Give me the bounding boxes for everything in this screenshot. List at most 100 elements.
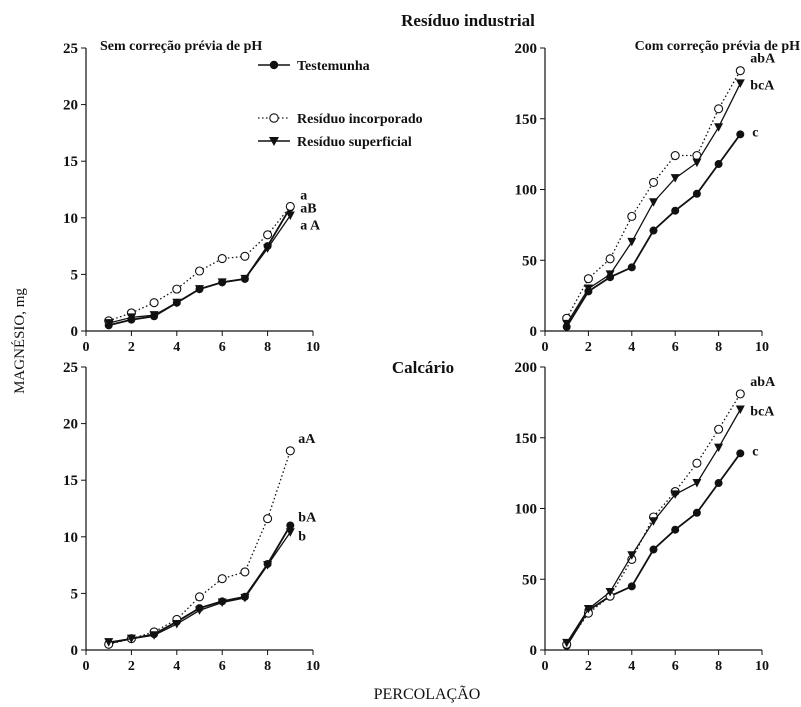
point-residuo-superficial xyxy=(562,638,572,648)
end-label-residuo-superficial: bcA xyxy=(750,78,775,93)
x-tick-label: 0 xyxy=(542,340,549,355)
point-residuo-superficial xyxy=(285,211,295,221)
point-residuo-incorporado xyxy=(670,150,680,161)
point-residuo-superficial xyxy=(126,313,136,322)
series-line-residuo-incorporado xyxy=(108,206,291,322)
y-tick-label: 150 xyxy=(515,112,538,128)
legend-item-residuo-incorporado: Resíduo incorporado xyxy=(258,112,423,127)
point-residuo-incorporado xyxy=(240,251,250,261)
point-residuo-superficial xyxy=(627,237,637,247)
point-residuo-superficial xyxy=(583,284,593,294)
point-residuo-superficial xyxy=(149,311,159,320)
point-residuo-superficial xyxy=(195,285,204,294)
end-label-testemunha: c xyxy=(752,444,758,459)
point-residuo-superficial xyxy=(263,244,273,253)
row-title-calcario: Calcário xyxy=(392,358,454,377)
end-label-residuo-incorporado: abA xyxy=(750,52,776,67)
point-residuo-incorporado xyxy=(735,66,745,76)
y-tick-label: 0 xyxy=(71,324,79,340)
x-tick-label: 4 xyxy=(173,340,180,355)
point-residuo-superficial xyxy=(670,174,680,183)
point-residuo-incorporado xyxy=(194,592,205,602)
point-testemunha xyxy=(627,582,636,591)
point-residuo-incorporado xyxy=(692,458,702,468)
y-tick-label: 50 xyxy=(522,572,537,588)
end-label-testemunha: a xyxy=(300,189,307,204)
x-axis-title: PERCOLAÇÃO xyxy=(374,685,481,703)
end-label-residuo-superficial: a A xyxy=(300,219,321,234)
point-residuo-superficial xyxy=(735,79,745,88)
series-line-residuo-incorporado xyxy=(566,70,741,319)
series-line-residuo-incorporado xyxy=(108,450,291,645)
point-testemunha xyxy=(736,130,745,139)
y-tick-label: 100 xyxy=(515,502,538,518)
point-residuo-superficial xyxy=(172,298,182,308)
x-tick-label: 8 xyxy=(264,340,271,355)
point-residuo-superficial xyxy=(104,319,114,328)
x-tick-label: 0 xyxy=(83,340,90,355)
y-axis-title: MAGNÉSIO, mg xyxy=(11,288,28,394)
y-tick-label: 10 xyxy=(63,211,78,227)
point-residuo-superficial xyxy=(263,561,273,570)
panel-calcario-com-correcao: 0 50 100 150 200 0 2 4 6 8 10 c abA bcA xyxy=(515,360,777,674)
x-tick-label: 4 xyxy=(173,659,180,674)
legend-item-testemunha: Testemunha xyxy=(258,59,370,74)
y-tick-label: 15 xyxy=(63,473,78,489)
point-residuo-superficial xyxy=(149,631,159,640)
x-tick-label: 2 xyxy=(128,659,135,674)
y-tick-label: 200 xyxy=(515,360,538,376)
legend-item-residuo-superficial: Resíduo superficial xyxy=(258,135,412,150)
y-tick-label: 20 xyxy=(63,417,78,433)
point-residuo-incorporado xyxy=(285,446,295,456)
point-testemunha xyxy=(671,206,680,215)
point-residuo-superficial xyxy=(692,479,702,488)
y-tick-label: 150 xyxy=(515,431,538,447)
end-label-residuo-incorporado: abA xyxy=(750,375,776,390)
point-testemunha xyxy=(627,263,636,272)
x-tick-label: 2 xyxy=(585,340,592,355)
point-residuo-superficial xyxy=(217,278,227,287)
point-residuo-incorporado xyxy=(627,211,637,221)
end-label-testemunha: c xyxy=(752,125,758,140)
y-tick-label: 0 xyxy=(71,643,79,659)
x-tick-label: 6 xyxy=(672,340,679,355)
point-residuo-incorporado xyxy=(240,567,250,577)
x-tick-label: 6 xyxy=(219,340,226,355)
point-residuo-incorporado xyxy=(149,298,159,308)
point-residuo-superficial xyxy=(172,619,182,629)
point-residuo-incorporado xyxy=(217,254,227,264)
x-tick-label: 10 xyxy=(306,659,320,674)
y-tick-label: 100 xyxy=(515,183,538,199)
point-residuo-superficial xyxy=(649,198,658,207)
point-residuo-superficial xyxy=(605,587,615,597)
x-tick-label: 4 xyxy=(628,659,635,674)
y-tick-label: 20 xyxy=(63,98,78,114)
point-residuo-incorporado xyxy=(605,254,615,264)
panel-residuo-com-correcao: 0 50 100 150 200 0 2 4 6 8 10 c abA bcA xyxy=(515,41,777,355)
x-tick-label: 8 xyxy=(715,659,722,674)
end-label-residuo-incorporado: aA xyxy=(298,432,316,447)
point-residuo-superficial xyxy=(714,123,724,132)
point-testemunha xyxy=(692,508,701,517)
point-residuo-incorporado xyxy=(263,514,273,524)
legend: Testemunha Resíduo incorporado Resíduo s… xyxy=(258,59,423,150)
y-tick-label: 50 xyxy=(522,253,537,269)
x-tick-label: 4 xyxy=(628,340,635,355)
point-residuo-incorporado xyxy=(714,104,724,114)
point-testemunha xyxy=(671,525,680,534)
x-tick-label: 8 xyxy=(715,340,722,355)
series-line-testemunha xyxy=(108,207,292,327)
point-residuo-superficial xyxy=(649,517,658,526)
column-title-com-correcao: Com correção prévia de pH xyxy=(635,39,800,54)
point-residuo-incorporado xyxy=(263,230,273,240)
x-tick-label: 6 xyxy=(219,659,226,674)
point-residuo-superficial xyxy=(240,593,250,603)
point-residuo-superficial xyxy=(562,319,572,329)
point-testemunha xyxy=(286,521,295,530)
x-tick-label: 2 xyxy=(585,659,592,674)
point-residuo-superficial xyxy=(735,405,745,414)
y-tick-label: 0 xyxy=(530,324,538,340)
panel-calcario-sem-correcao: 0 5 10 15 20 25 0 2 4 6 8 10 bA aA b xyxy=(63,360,320,674)
y-tick-label: 25 xyxy=(63,360,78,376)
point-residuo-incorporado xyxy=(285,201,295,212)
